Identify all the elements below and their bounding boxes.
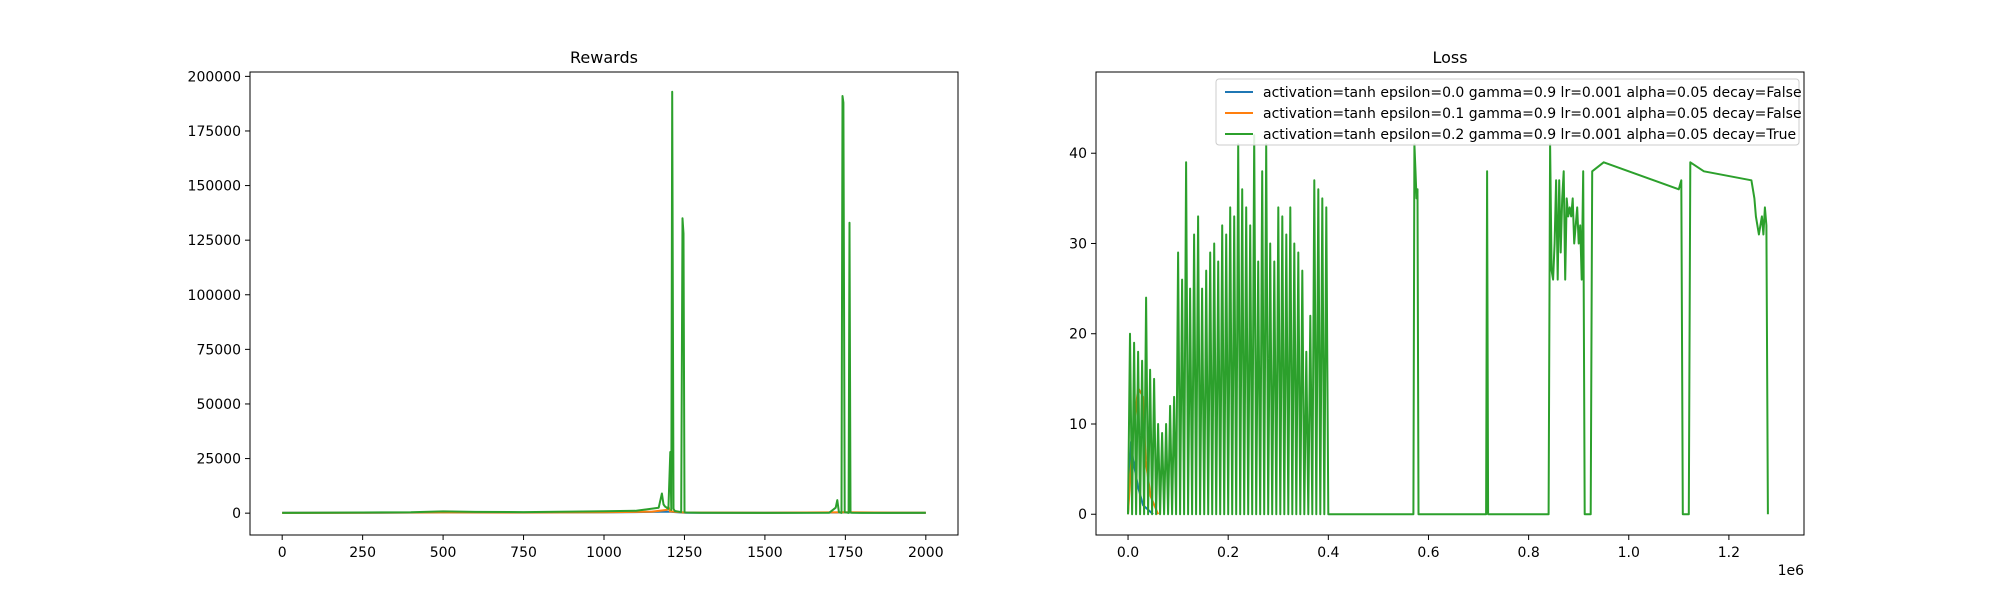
- y-tick-label: 50000: [196, 397, 241, 413]
- legend-box: [1215, 78, 1800, 146]
- x-tick-label: 0.6: [1417, 545, 1439, 561]
- x-tick-label: 0.4: [1317, 545, 1339, 561]
- y-tick-label: 10: [1069, 417, 1087, 433]
- legend-label-2: activation=tanh epsilon=0.2 gamma=0.9 lr…: [1263, 127, 1796, 143]
- loss-chart: Loss 0.0 0.2 0.4 0.6 0.8 1.0 1.2 0 10 20 30 40 1e6 act…: [1069, 48, 1805, 579]
- y-tick-label: 75000: [196, 342, 241, 358]
- x-tick-label: 750: [510, 545, 537, 561]
- x-tick-label: 500: [430, 545, 457, 561]
- legend-label-0: activation=tanh epsilon=0.0 gamma=0.9 lr…: [1263, 85, 1802, 101]
- x-tick-label: 0: [278, 545, 287, 561]
- x-tick-label: 0.2: [1217, 545, 1239, 561]
- y-tick-label: 20: [1069, 327, 1087, 343]
- x-tick-label: 1.0: [1618, 545, 1640, 561]
- series-line-2: [1127, 134, 1769, 516]
- x-tick-label: 1250: [667, 545, 703, 561]
- series-group: [282, 90, 926, 514]
- legend-label-1: activation=tanh epsilon=0.1 gamma=0.9 lr…: [1263, 106, 1802, 122]
- y-tick-label: 125000: [188, 233, 241, 249]
- x-tick-label: 1500: [747, 545, 783, 561]
- x-tick-label: 2000: [908, 545, 944, 561]
- x-tick-label: 0.0: [1117, 545, 1139, 561]
- y-tick-label: 0: [1078, 507, 1087, 523]
- plot-frame: [1095, 71, 1805, 536]
- y-tick-label: 0: [232, 506, 241, 522]
- y-tick-label: 30: [1069, 236, 1087, 252]
- x-offset-label: 1e6: [1778, 563, 1805, 579]
- chart-title: Loss: [1432, 48, 1467, 67]
- x-tick-label: 1000: [586, 545, 622, 561]
- x-tick-label: 0.8: [1517, 545, 1539, 561]
- y-tick-label: 25000: [196, 452, 241, 468]
- chart-title: Rewards: [570, 48, 638, 67]
- x-tick-label: 1750: [828, 545, 864, 561]
- rewards-chart: Rewards 0 250 500 750 1000 1250 1500 1750 2000 0 25…: [188, 48, 959, 561]
- y-tick-label: 150000: [188, 179, 241, 195]
- y-tick-label: 100000: [188, 288, 241, 304]
- x-tick-label: 250: [349, 545, 376, 561]
- y-tick-label: 200000: [188, 69, 241, 85]
- series-line-2: [282, 90, 926, 514]
- series-group: [1127, 134, 1769, 516]
- x-tick-label: 1.2: [1718, 545, 1740, 561]
- y-tick-label: 175000: [188, 124, 241, 140]
- y-tick-label: 40: [1069, 146, 1087, 162]
